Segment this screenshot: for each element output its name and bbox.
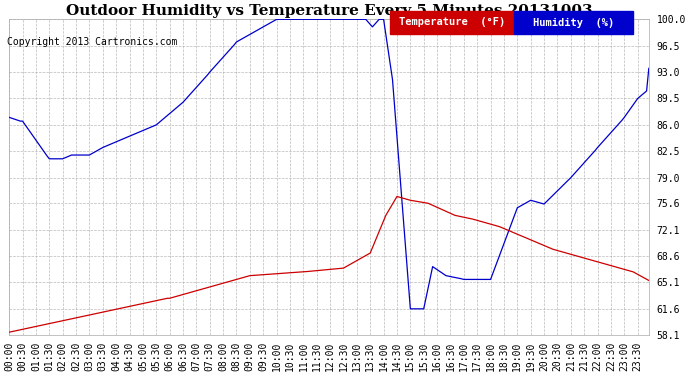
Title: Outdoor Humidity vs Temperature Every 5 Minutes 20131003: Outdoor Humidity vs Temperature Every 5 … xyxy=(66,4,592,18)
Text: Temperature  (°F): Temperature (°F) xyxy=(399,18,505,27)
Bar xyxy=(515,11,633,33)
Text: Humidity  (%): Humidity (%) xyxy=(533,18,614,27)
Text: Copyright 2013 Cartronics.com: Copyright 2013 Cartronics.com xyxy=(7,37,177,47)
Bar xyxy=(390,11,515,33)
